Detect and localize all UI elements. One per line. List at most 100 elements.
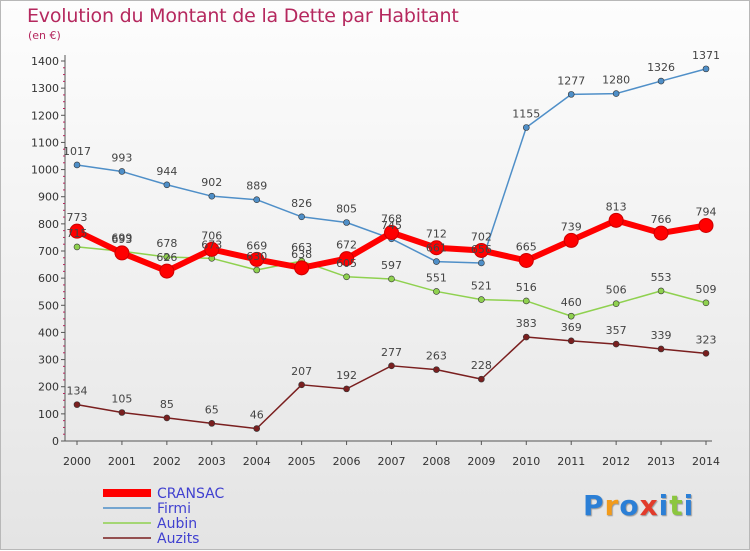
data-label: 766 [651,213,672,226]
data-point [208,420,216,427]
y-tick-label: 1400 [31,55,59,68]
data-point [428,240,444,256]
data-point [567,312,575,320]
data-label: 85 [160,398,174,411]
x-tick-label: 2003 [198,455,226,468]
data-label: 228 [471,359,492,372]
data-label: 509 [696,283,717,296]
data-point [522,333,530,341]
y-tick-label: 1200 [31,109,59,122]
data-label: 768 [381,213,402,226]
data-label: 605 [336,257,357,270]
data-label: 369 [561,321,582,334]
y-tick-label: 0 [52,435,59,448]
data-label: 521 [471,280,492,293]
data-label: 1277 [557,74,585,87]
data-label: 889 [246,180,267,193]
data-point [118,409,126,416]
series-cransac [69,212,714,279]
x-tick-label: 2014 [692,455,720,468]
data-label: 626 [156,251,177,264]
data-label: 1326 [647,61,675,74]
y-tick-label: 800 [38,218,59,231]
data-point [702,299,710,307]
y-tick-label: 1100 [31,136,59,149]
data-label: 134 [67,385,88,398]
data-label: 699 [111,231,132,244]
data-point [253,425,261,432]
data-label: 661 [426,242,447,255]
chart-subtitle: (en €) [28,29,61,42]
data-label: 1280 [602,74,630,87]
legend-label: Auzits [157,531,199,547]
data-label: 339 [651,329,672,342]
y-tick-label: 900 [38,191,59,204]
data-label: 712 [426,228,447,241]
data-label: 277 [381,346,402,359]
data-point [208,192,216,200]
data-point [478,296,485,303]
data-label: 630 [246,250,267,263]
data-point [612,300,620,307]
data-point [518,253,534,268]
data-point [163,181,171,189]
data-point [657,287,665,295]
y-tick-label: 1300 [31,82,59,95]
data-point [657,77,665,85]
data-label: 805 [336,203,357,216]
data-point [608,212,624,228]
legend-label: Aubin [157,516,197,532]
data-label: 669 [246,239,267,252]
data-point [433,366,440,373]
data-point [433,258,440,265]
chart-title: Evolution du Montant de la Dette par Hab… [27,5,459,27]
y-tick-label: 300 [38,354,59,367]
x-tick-label: 2007 [378,455,406,468]
data-point [478,259,485,267]
data-label: 263 [426,350,447,363]
data-label: 383 [516,317,537,330]
y-tick-label: 700 [38,245,59,258]
data-point [343,273,350,281]
data-label: 665 [516,241,537,254]
data-label: 706 [201,229,222,242]
data-label: 1017 [63,145,91,158]
data-point [388,275,395,283]
data-point [567,91,575,98]
data-point [253,266,261,274]
data-label: 656 [471,243,492,256]
x-tick-label: 2010 [512,455,540,468]
data-point [388,362,395,370]
data-label: 516 [516,281,537,294]
x-tick-label: 2006 [333,455,361,468]
data-label: 902 [201,176,222,189]
data-label: 673 [201,238,222,251]
x-tick-label: 2009 [467,455,495,468]
data-label: 638 [291,248,312,261]
data-point [118,168,126,175]
data-point [343,219,350,226]
data-point [249,251,265,267]
x-tick-label: 2008 [422,455,450,468]
data-point [204,241,220,257]
series-auzits [73,333,710,432]
data-label: 944 [156,165,177,178]
y-tick-label: 500 [38,299,59,312]
proxiti-logo: Proxiti [583,489,695,522]
data-point [73,401,81,408]
data-label: 1371 [692,49,720,62]
data-label: 794 [696,205,717,218]
data-label: 773 [67,211,88,224]
data-point [69,223,85,239]
data-point [298,213,305,221]
data-label: 105 [111,393,132,406]
data-point [114,245,130,261]
data-point [253,196,261,203]
data-point [653,225,669,241]
data-point [384,225,399,241]
data-point [567,337,575,345]
data-label: 1155 [512,108,540,121]
data-label: 192 [336,369,357,382]
